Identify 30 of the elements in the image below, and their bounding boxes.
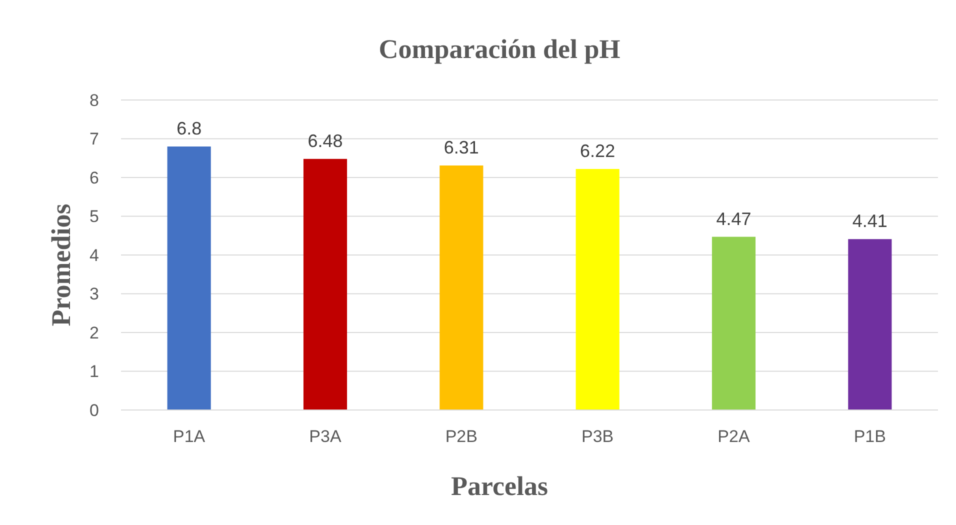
x-tick-label: P1B bbox=[854, 427, 886, 446]
x-tick-label: P2A bbox=[718, 427, 750, 446]
y-tick-label: 7 bbox=[90, 130, 99, 149]
x-axis-title: Parcelas bbox=[451, 471, 548, 501]
y-axis-title: Promedios bbox=[46, 204, 76, 326]
data-label: 6.48 bbox=[308, 130, 343, 151]
y-tick-label: 4 bbox=[90, 246, 99, 265]
x-tick-label: P3A bbox=[309, 427, 342, 446]
chart-title: Comparación del pH bbox=[378, 34, 620, 64]
y-tick-label: 6 bbox=[90, 168, 99, 188]
x-tick-label: P3B bbox=[582, 427, 614, 446]
x-tick-label: P1A bbox=[173, 427, 206, 446]
y-tick-label: 8 bbox=[90, 90, 99, 110]
y-tick-label: 0 bbox=[90, 400, 99, 420]
bar bbox=[167, 146, 211, 410]
bar bbox=[576, 168, 620, 410]
data-label: 4.47 bbox=[716, 208, 752, 229]
y-tick-label: 2 bbox=[90, 323, 99, 342]
bar bbox=[303, 158, 348, 410]
data-label: 6.22 bbox=[580, 140, 616, 161]
y-tick-label: 5 bbox=[90, 207, 99, 226]
data-label: 6.31 bbox=[444, 137, 479, 158]
data-label: 6.8 bbox=[176, 118, 202, 138]
data-label: 4.41 bbox=[852, 211, 888, 232]
x-tick-label: P2B bbox=[445, 427, 478, 446]
y-tick-label: 1 bbox=[90, 362, 99, 382]
y-tick-label: 3 bbox=[90, 284, 99, 304]
bar bbox=[712, 236, 756, 410]
bar bbox=[440, 165, 484, 410]
bar bbox=[848, 239, 892, 410]
